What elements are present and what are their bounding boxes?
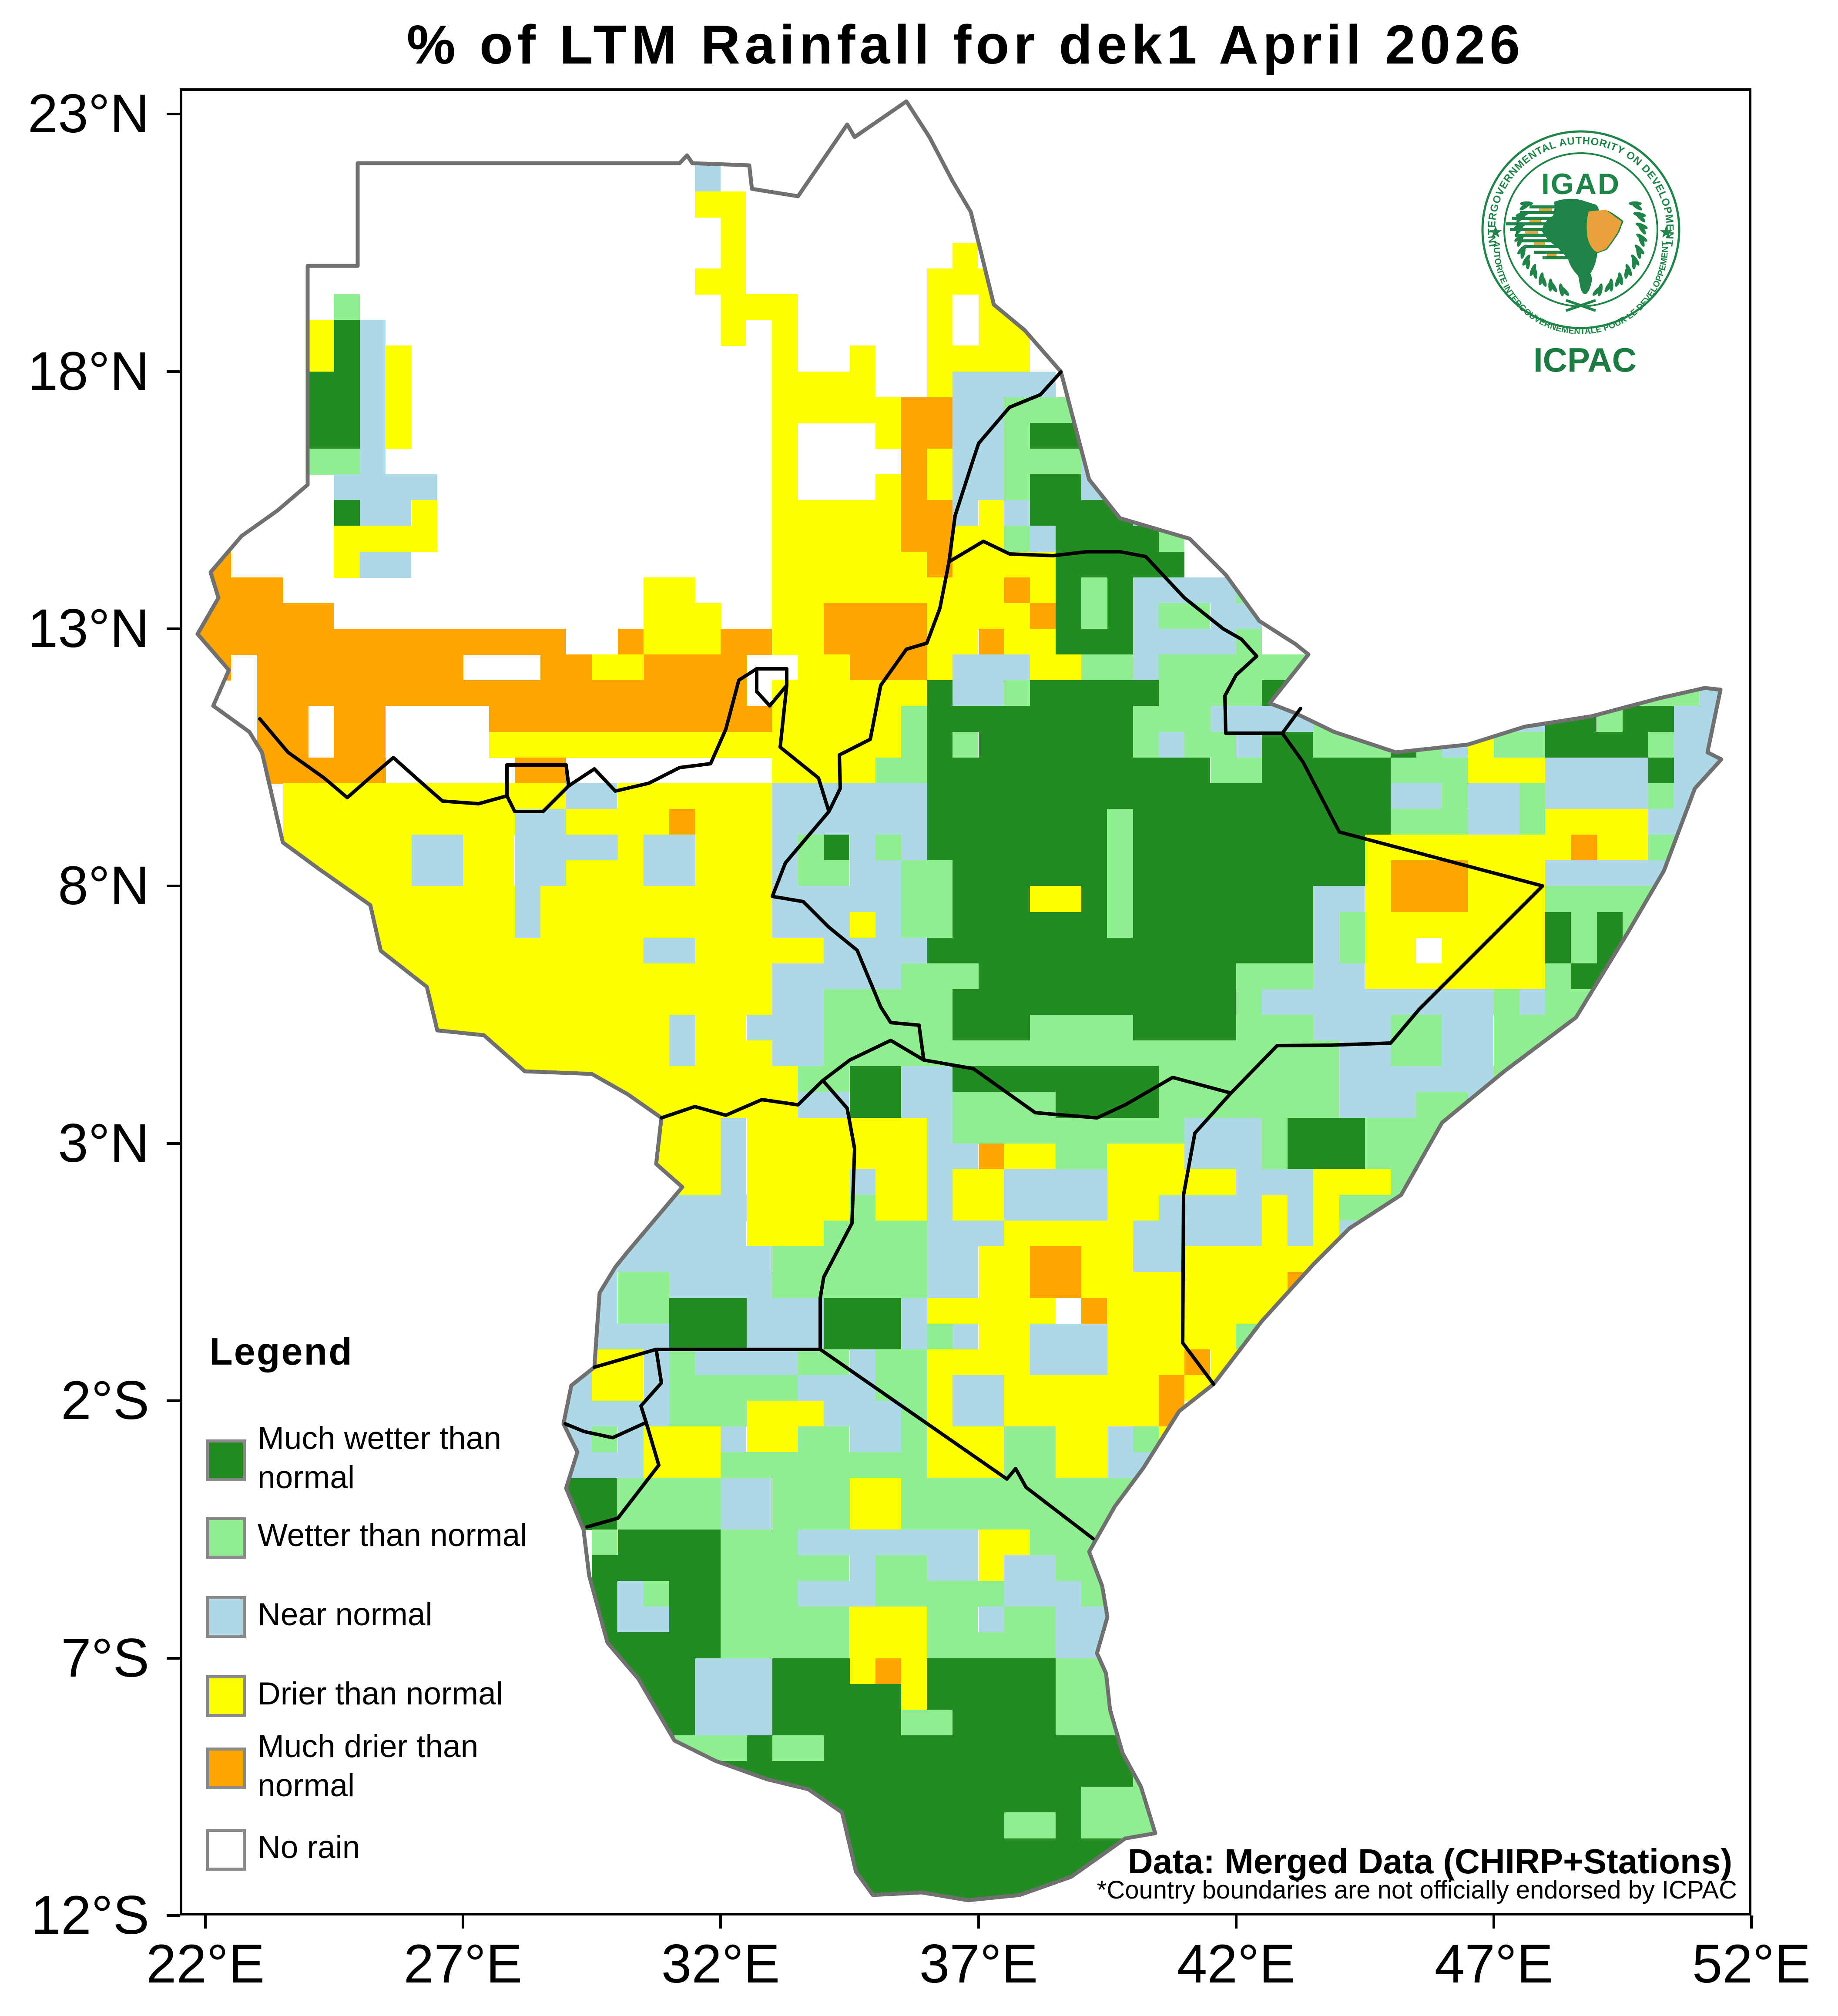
svg-text:★: ★ — [1659, 223, 1674, 242]
svg-text:IGAD: IGAD — [1541, 168, 1620, 201]
svg-text:★: ★ — [1488, 223, 1503, 242]
